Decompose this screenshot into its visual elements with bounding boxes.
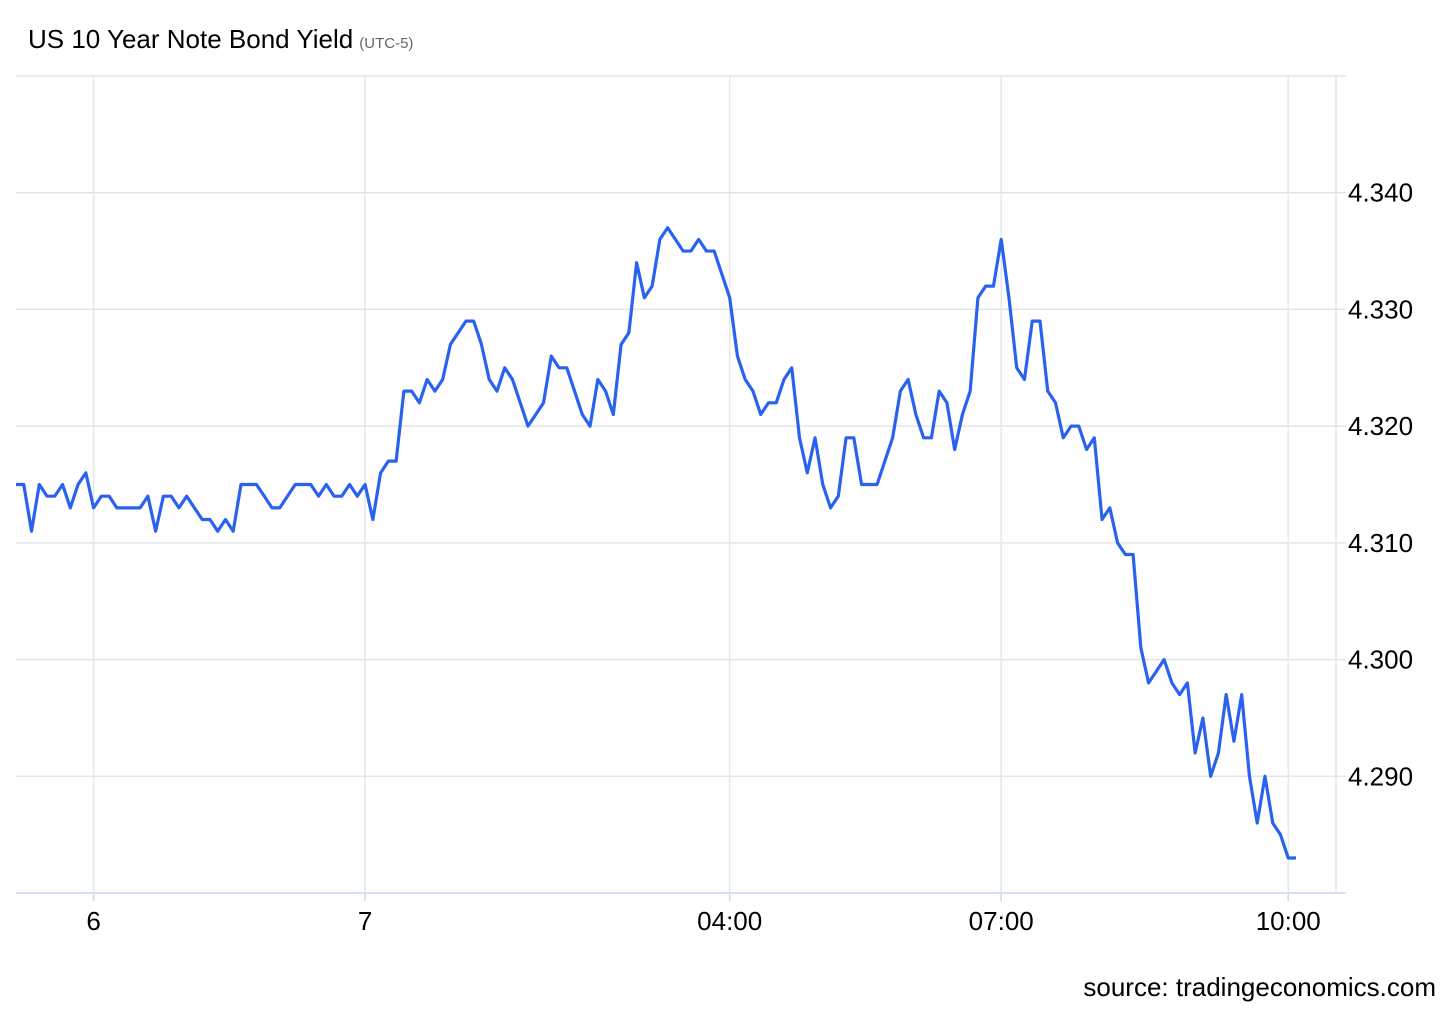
chart-title: US 10 Year Note Bond Yield [28,24,353,54]
y-tick-label: 4.310 [1348,528,1413,558]
x-tick-label: 6 [86,906,100,936]
x-tick-label: 07:00 [969,906,1034,936]
x-tick-label: 04:00 [697,906,762,936]
y-tick-label: 4.320 [1348,411,1413,441]
chart-subtitle: (UTC-5) [359,35,413,52]
source-note: source: tradingeconomics.com [1083,972,1436,1002]
y-tick-label: 4.290 [1348,761,1413,791]
y-tick-label: 4.300 [1348,645,1413,675]
x-tick-label: 10:00 [1256,906,1321,936]
yield-line [16,226,1296,860]
y-tick-label: 4.340 [1348,178,1413,208]
y-tick-label: 4.330 [1348,294,1413,324]
x-tick-label: 7 [358,906,372,936]
